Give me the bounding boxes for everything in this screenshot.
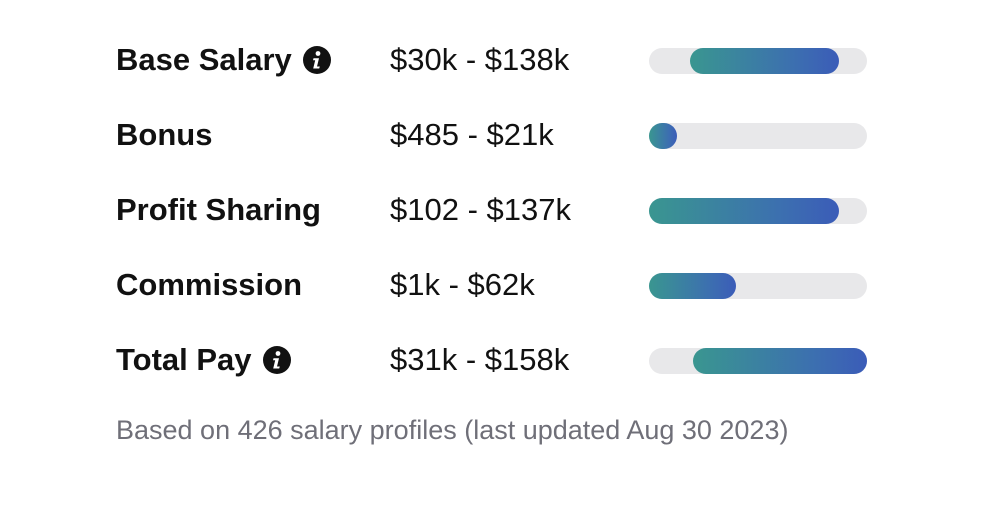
range-value: $31k - $158k: [390, 342, 570, 377]
pay-row-base-salary: Base Salary $30k - $138k: [116, 24, 876, 99]
range-value: $485 - $21k: [390, 117, 554, 152]
row-label: Base Salary: [116, 42, 292, 77]
range-bar-track: [649, 273, 867, 299]
info-icon[interactable]: [302, 46, 331, 74]
pay-row-total-pay: Total Pay $31k - $158k: [116, 324, 876, 399]
row-label: Profit Sharing: [116, 192, 321, 227]
range-value: $30k - $138k: [390, 42, 570, 77]
range-bar-track: [649, 198, 867, 224]
pay-row-bonus: Bonus $485 - $21k: [116, 99, 876, 174]
range-bar-track: [649, 348, 867, 374]
range-bar-fill: [649, 198, 839, 224]
range-bar-fill: [690, 48, 839, 74]
pay-row-commission: Commission $1k - $62k: [116, 249, 876, 324]
row-label: Bonus: [116, 117, 213, 152]
range-value: $102 - $137k: [390, 192, 571, 227]
range-bar-fill: [649, 123, 678, 149]
range-bar-track: [649, 123, 867, 149]
info-icon[interactable]: [262, 346, 291, 374]
range-bar-fill: [692, 348, 867, 374]
range-bar-track: [649, 48, 867, 74]
row-label: Total Pay: [116, 342, 252, 377]
range-bar-fill: [649, 273, 737, 299]
range-value: $1k - $62k: [390, 267, 535, 302]
salary-profiles-footnote: Based on 426 salary profiles (last updat…: [116, 415, 789, 445]
row-label: Commission: [116, 267, 303, 302]
pay-range-table: Base Salary $30k - $138k Bonus $485 - $2…: [116, 24, 876, 399]
pay-row-profit-sharing: Profit Sharing $102 - $137k: [116, 174, 876, 249]
